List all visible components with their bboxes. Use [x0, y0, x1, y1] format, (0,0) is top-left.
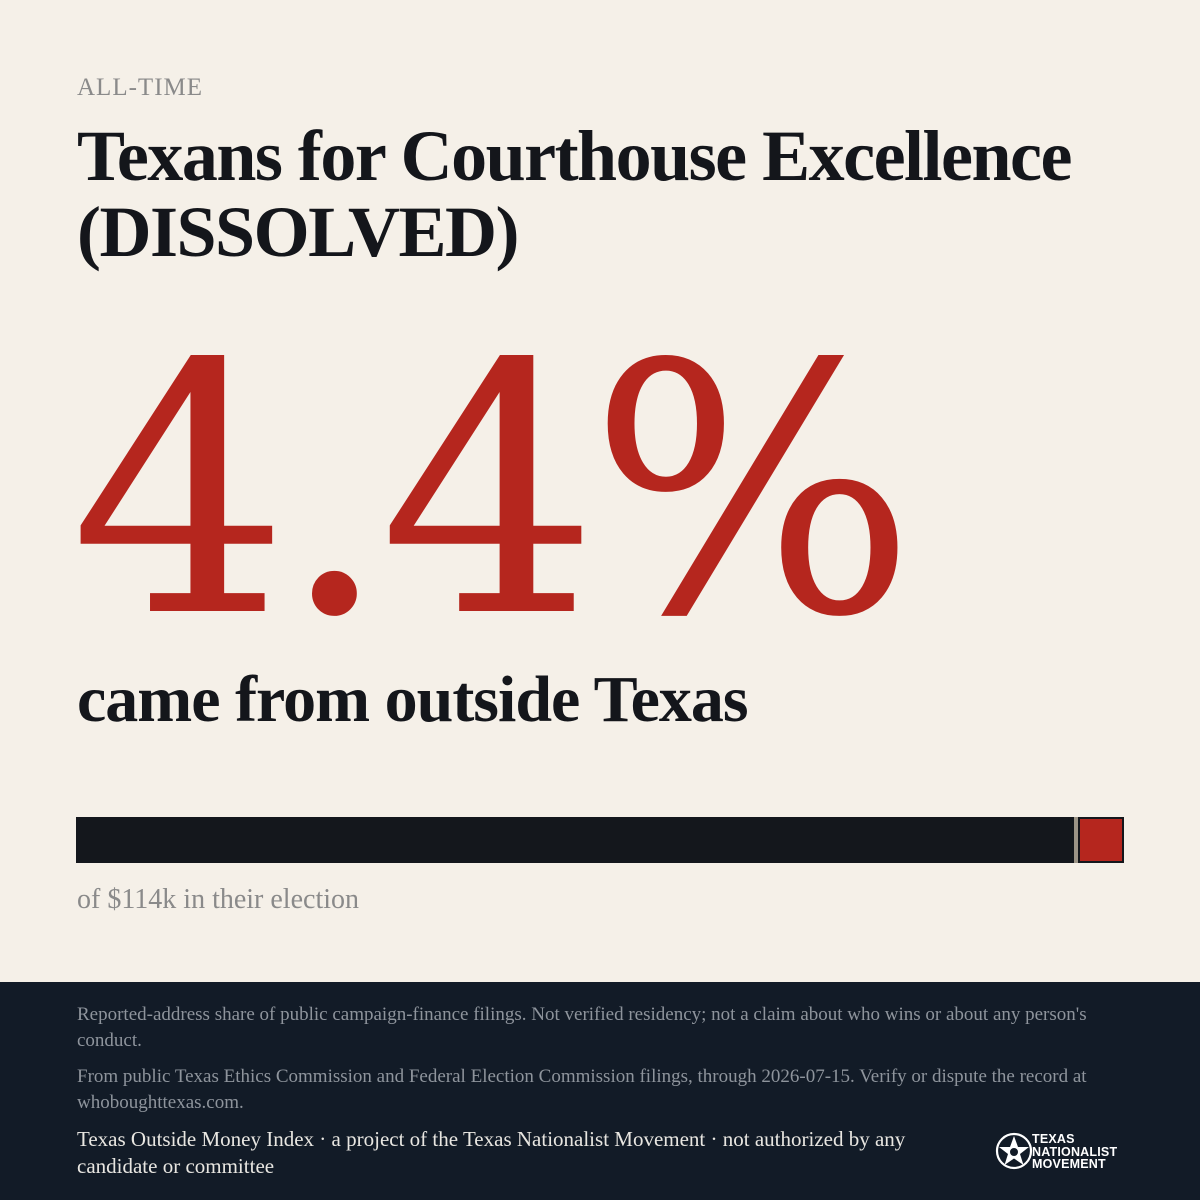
bar-caption: of $114k in their election	[77, 884, 359, 915]
page-title: Texans for Courthouse Excellence (DISSOL…	[77, 116, 1072, 272]
footer	[0, 982, 1200, 1200]
share-bar	[76, 817, 1124, 863]
outside-share-percent: 4.4%	[70, 292, 916, 693]
footer-credit: Texas Outside Money Index · a project of…	[77, 1127, 906, 1178]
footer-disclaimer: Reported-address share of public campaig…	[77, 1004, 1087, 1051]
logo-wordmark: TEXAS NATIONALIST MOVEMENT	[1032, 1133, 1117, 1171]
footer-source-note: From public Texas Ethics Commission and …	[77, 1066, 1087, 1113]
logo-line-2: NATIONALIST	[1032, 1144, 1118, 1159]
logo-line-3: MOVEMENT	[1032, 1157, 1106, 1171]
share-bar-divider	[1074, 817, 1078, 863]
kicker-label: ALL-TIME	[77, 74, 204, 101]
share-bar-outside-fill	[1078, 817, 1124, 863]
tnm-logo: TEXAS NATIONALIST MOVEMENT	[994, 1131, 1124, 1175]
percent-subline: came from outside Texas	[77, 663, 749, 736]
star-seal-icon	[995, 1132, 1033, 1170]
logo-line-1: TEXAS	[1032, 1132, 1075, 1146]
